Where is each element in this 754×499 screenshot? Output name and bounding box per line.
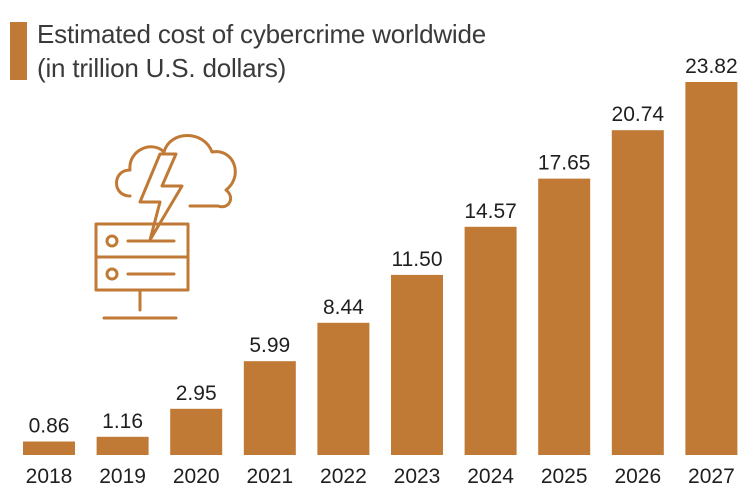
bar-2021 — [243, 361, 296, 455]
x-tick-label-2024: 2024 — [467, 465, 514, 488]
x-tick-label-2022: 2022 — [320, 465, 367, 488]
bar-2025 — [538, 178, 591, 455]
legend-label: Estimated cost of cybercrime worldwide (… — [37, 17, 486, 85]
lightning-icon — [138, 152, 184, 242]
value-labels: 0.86 1.16 2.95 5.99 8.44 11.50 14.57 17.65 20.74… — [29, 55, 738, 438]
bar-2026 — [611, 130, 664, 455]
x-tick-label-2023: 2023 — [394, 465, 441, 488]
value-label-2027: 23.82 — [685, 55, 738, 78]
cloud-icon — [115, 134, 237, 209]
x-tick-label-2027: 2027 — [688, 465, 735, 488]
value-label-2026: 20.74 — [612, 103, 665, 126]
value-label-2023: 11.50 — [392, 248, 443, 271]
bar-2019 — [96, 436, 149, 455]
value-label-2024: 14.57 — [464, 200, 517, 223]
x-tick-label-2021: 2021 — [246, 465, 293, 488]
value-label-2021: 5.99 — [249, 334, 290, 357]
x-tick-label-2018: 2018 — [26, 465, 73, 488]
x-tick-label-2020: 2020 — [173, 465, 220, 488]
x-tick-label-2026: 2026 — [614, 465, 661, 488]
x-tick-label-2019: 2019 — [99, 465, 146, 488]
bar-2023 — [391, 274, 443, 455]
server-led-icon — [105, 234, 119, 248]
x-axis-tick-labels: 2018 2019 2020 2021 2022 2023 2024 2025 2026 2027 — [26, 465, 735, 488]
bar-2024 — [464, 226, 517, 455]
legend-swatch — [10, 22, 27, 80]
value-label-2019: 1.16 — [102, 410, 143, 433]
x-tick-label-2025: 2025 — [541, 465, 588, 488]
bar-2018 — [23, 441, 75, 455]
bar-2022 — [317, 322, 370, 455]
value-label-2022: 8.44 — [323, 296, 364, 319]
value-label-2025: 17.65 — [538, 152, 591, 175]
server-icon — [94, 222, 190, 320]
value-label-2020: 2.95 — [176, 382, 217, 405]
cloud-server-lightning-icon — [94, 134, 237, 320]
server-led-icon — [105, 267, 119, 281]
bar-series — [23, 82, 738, 455]
legend-label-line-1: Estimated cost of cybercrime worldwide — [37, 19, 486, 49]
legend-label-line-2: (in trillion U.S. dollars) — [37, 53, 287, 83]
value-label-2018: 0.86 — [29, 415, 70, 438]
bar-2020 — [170, 408, 223, 455]
bar-2027 — [685, 82, 738, 455]
